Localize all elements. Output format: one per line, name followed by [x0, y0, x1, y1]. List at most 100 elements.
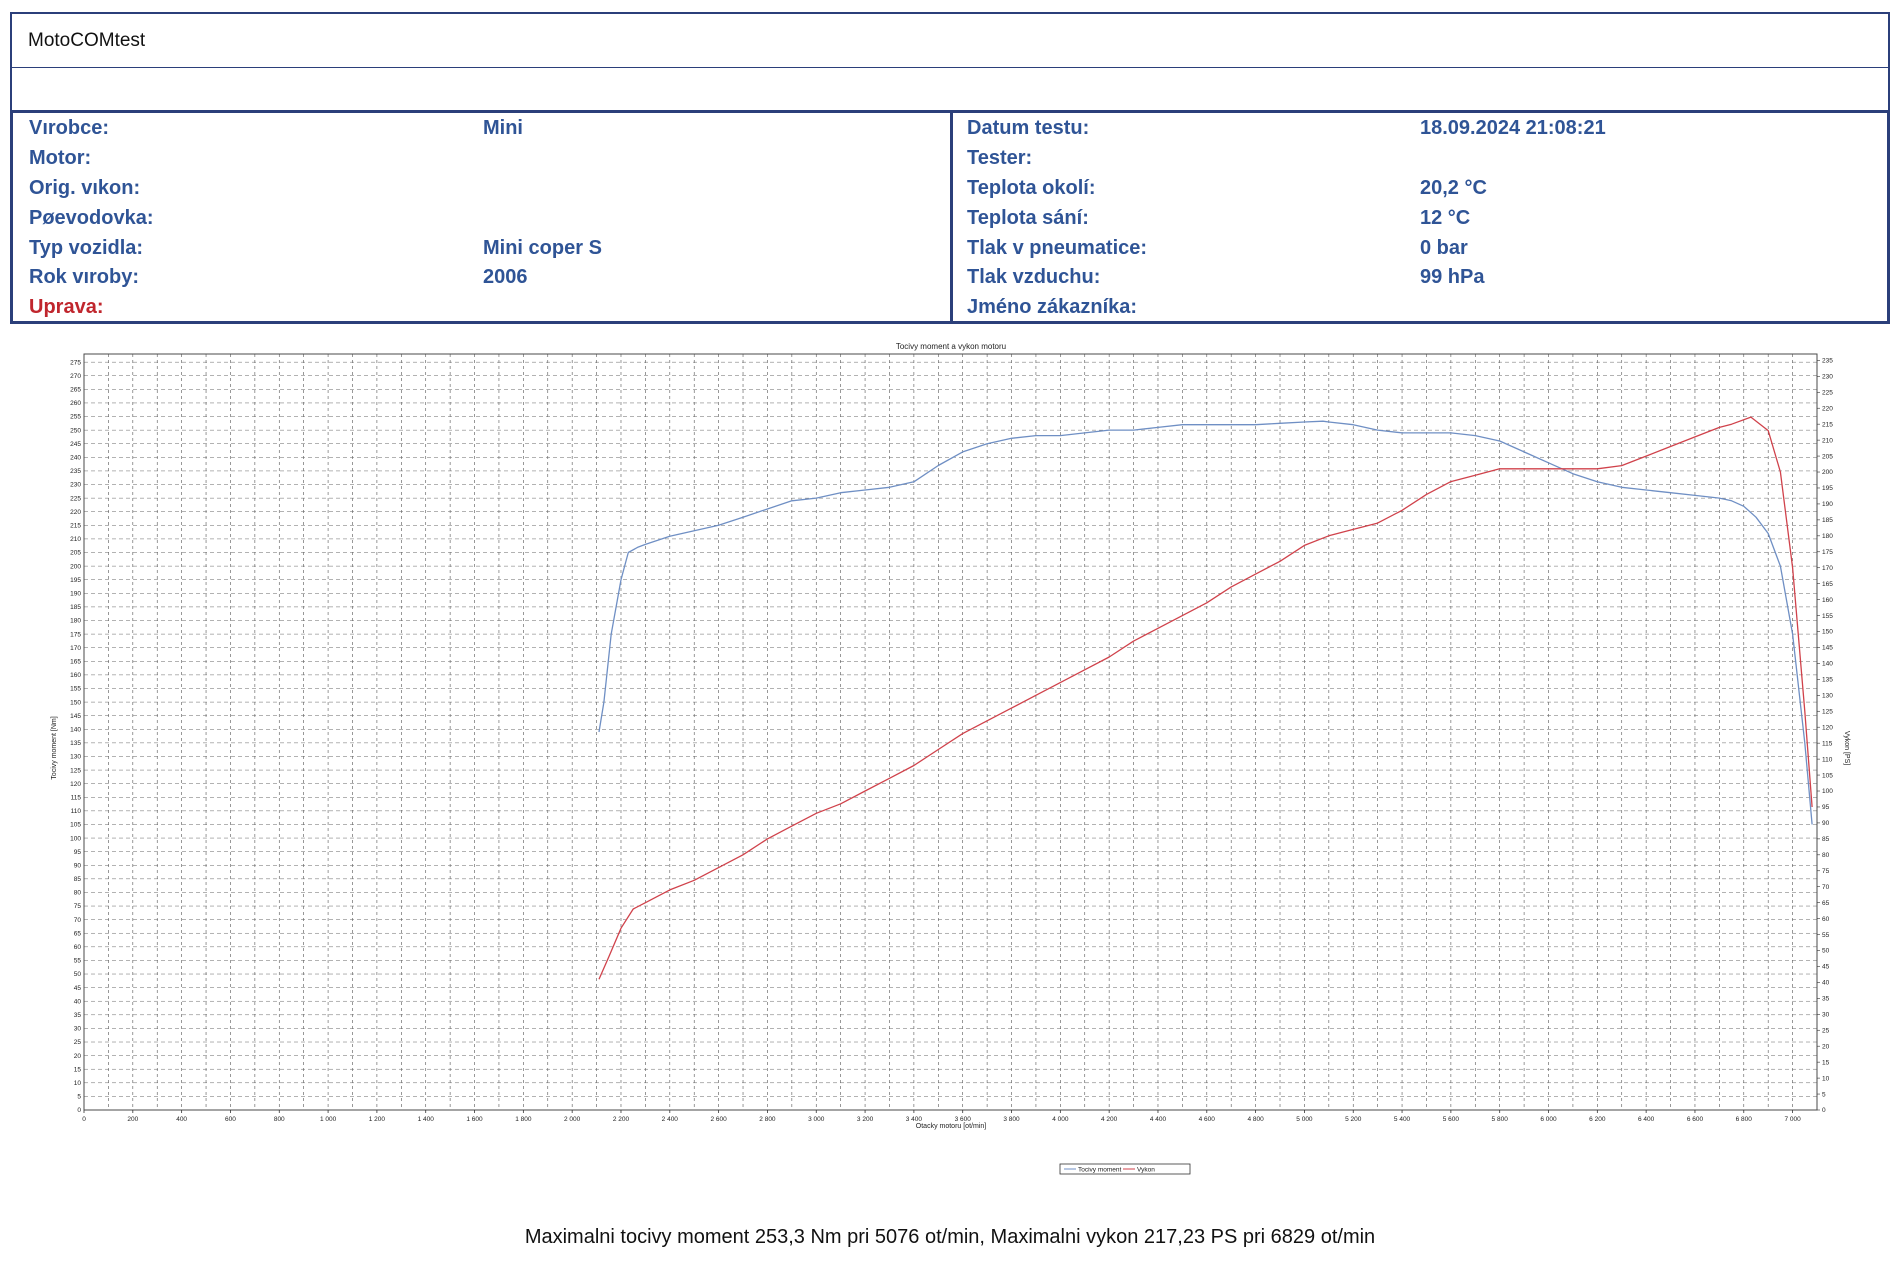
chart-series — [598, 416, 1813, 980]
info-label-tester: Tester: — [967, 147, 1033, 169]
x-tick-label: 5 000 — [1296, 1116, 1313, 1123]
info-label-teplota-sani: Teplota sání: — [967, 207, 1089, 229]
y-tick-label: 145 — [70, 713, 81, 720]
header-blank-row — [10, 68, 1890, 110]
x-tick-label: 7 000 — [1784, 1116, 1801, 1123]
y-tick-label: 5 — [77, 1094, 81, 1101]
y-tick-label: 225 — [70, 495, 81, 502]
legend-label-torque: Tocivy moment — [1078, 1167, 1122, 1174]
y-tick-label: 110 — [71, 808, 82, 815]
y2-tick-label: 150 — [1822, 629, 1833, 636]
info-label-vyrobce: Vırobce: — [29, 117, 110, 139]
x-tick-label: 5 600 — [1443, 1116, 1460, 1123]
y-tick-label: 125 — [70, 767, 81, 774]
x-tick-label: 4 400 — [1150, 1116, 1167, 1123]
y2-tick-label: 220 — [1822, 405, 1833, 412]
y-tick-label: 255 — [70, 414, 81, 421]
y-tick-label: 200 — [70, 563, 81, 570]
y2-tick-label: 10 — [1822, 1075, 1830, 1082]
y2-tick-label: 5 — [1822, 1091, 1826, 1098]
x-tick-label: 1 800 — [515, 1116, 532, 1123]
x-axis-label: Otacky motoru [ot/min] — [916, 1123, 986, 1130]
y-tick-label: 230 — [70, 482, 81, 489]
x-tick-label: 4 600 — [1199, 1116, 1216, 1123]
y-tick-label: 30 — [74, 1026, 82, 1033]
info-value-teplota-sani: 12 °C — [1420, 207, 1471, 229]
y-tick-label: 155 — [70, 686, 81, 693]
y2-tick-label: 145 — [1822, 645, 1833, 652]
info-label-datum-testu: Datum testu: — [967, 117, 1090, 139]
y-tick-label: 240 — [70, 455, 81, 462]
y2-tick-label: 170 — [1822, 565, 1833, 572]
info-value-datum-testu: 18.09.2024 21:08:21 — [1420, 117, 1606, 139]
y2-tick-label: 195 — [1822, 485, 1833, 492]
y-tick-label: 140 — [70, 726, 81, 733]
y-tick-label: 130 — [70, 754, 81, 761]
y2-tick-label: 200 — [1822, 469, 1833, 476]
y2-tick-label: 160 — [1822, 597, 1833, 604]
y-tick-label: 0 — [77, 1107, 81, 1114]
x-tick-label: 2 800 — [759, 1116, 776, 1123]
y-tick-label: 105 — [70, 822, 81, 829]
y2-tick-label: 180 — [1822, 533, 1833, 540]
chart-grid — [84, 354, 1817, 1110]
y2-tick-label: 90 — [1822, 820, 1830, 827]
x-tick-label: 3 800 — [1003, 1116, 1020, 1123]
y2-tick-label: 205 — [1822, 453, 1833, 460]
legend-label-power: Vykon — [1137, 1167, 1155, 1174]
y-tick-label: 190 — [70, 591, 81, 598]
y-tick-label: 150 — [70, 699, 81, 706]
y2-tick-label: 135 — [1822, 677, 1833, 684]
header-box: MotoCOMtest — [10, 12, 1890, 68]
y2-tick-label: 30 — [1822, 1012, 1830, 1019]
y-tick-label: 180 — [70, 618, 81, 625]
y2-tick-label: 15 — [1822, 1059, 1830, 1066]
y-tick-label: 35 — [74, 1012, 82, 1019]
y-tick-label: 210 — [70, 536, 81, 543]
series-line-torque — [598, 420, 1813, 825]
y2-tick-label: 125 — [1822, 708, 1833, 715]
y-tick-label: 205 — [70, 550, 81, 557]
info-value-rok-vyroby: 2006 — [483, 266, 528, 288]
y2-tick-label: 95 — [1822, 804, 1830, 811]
footer-summary: Maximalni tocivy moment 253,3 Nm pri 507… — [524, 1226, 1376, 1248]
x-tick-label: 2 200 — [613, 1116, 630, 1123]
x-tick-label: 6 000 — [1540, 1116, 1557, 1123]
info-divider — [950, 113, 953, 321]
y2-tick-label: 60 — [1822, 916, 1830, 923]
y-tick-label: 90 — [74, 862, 82, 869]
x-tick-label: 3 600 — [955, 1116, 972, 1123]
y-tick-label: 250 — [70, 427, 81, 434]
y2-tick-label: 40 — [1822, 980, 1830, 987]
y-tick-label: 220 — [70, 509, 81, 516]
x-tick-label: 1 000 — [320, 1116, 337, 1123]
x-tick-label: 1 200 — [369, 1116, 386, 1123]
x-tick-label: 0 — [82, 1116, 86, 1123]
y-tick-label: 45 — [74, 985, 82, 992]
y2-tick-label: 210 — [1822, 437, 1833, 444]
y-tick-label: 15 — [74, 1066, 82, 1073]
y-tick-label: 185 — [70, 604, 81, 611]
y2-tick-label: 35 — [1822, 996, 1830, 1003]
info-value-typ-vozidla: Mini coper S — [483, 237, 602, 259]
x-tick-label: 4 000 — [1052, 1116, 1069, 1123]
y-tick-label: 95 — [74, 849, 82, 856]
y-tick-label: 135 — [70, 740, 81, 747]
info-label-uprava: Uprava: — [29, 296, 104, 318]
app-title: MotoCOMtest — [28, 30, 146, 51]
y2-axis-label: Vykon [PS] — [1843, 731, 1850, 765]
y-tick-label: 70 — [74, 917, 82, 924]
chart-area: Tocivy moment a vykon motoru 0 200 400 600 8… — [0, 330, 1900, 1210]
y2-tick-label: 25 — [1822, 1027, 1830, 1034]
y-tick-label: 65 — [74, 930, 82, 937]
info-label-typ-vozidla: Typ vozidla: — [29, 237, 144, 259]
y-tick-label: 275 — [70, 359, 81, 366]
y2-tick-label: 55 — [1822, 932, 1830, 939]
info-label-teplota-okoli: Teplota okolí: — [967, 177, 1096, 199]
y-tick-label: 170 — [70, 645, 81, 652]
x-tick-label: 2 400 — [662, 1116, 679, 1123]
y-tick-label: 115 — [71, 794, 82, 801]
x-tick-label: 6 200 — [1589, 1116, 1606, 1123]
y2-tick-label: 0 — [1822, 1107, 1826, 1114]
x-tick-label: 1 400 — [418, 1116, 435, 1123]
